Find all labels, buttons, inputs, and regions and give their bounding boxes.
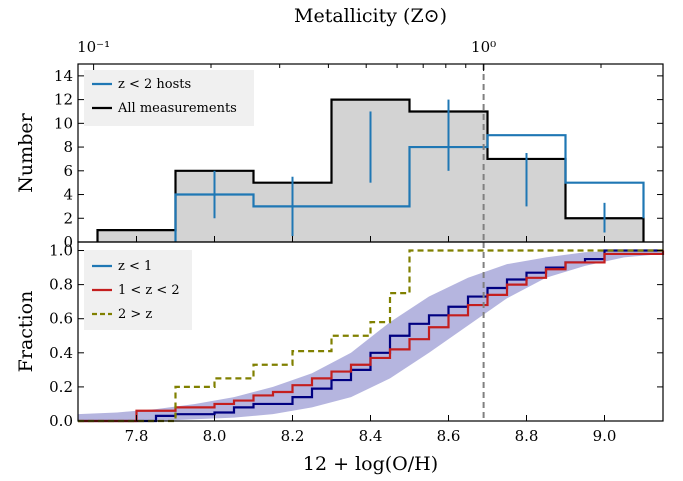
bottom-ytick-label-4: 0.8 xyxy=(49,276,73,294)
bottom-xlabel: 12 + log(O/H) xyxy=(303,453,438,475)
bottom-ytick-label-2: 0.4 xyxy=(49,344,73,362)
bottom-ylabel: Fraction xyxy=(15,291,37,373)
cumulative-line-3 xyxy=(78,249,663,423)
top-legend: z < 2 hosts All measurements xyxy=(84,70,254,126)
top-legend-label-1: All measurements xyxy=(117,101,237,116)
xtick-label-4: 8.6 xyxy=(437,427,461,445)
top-ytick-label-3: 6 xyxy=(63,162,73,180)
bottom-ytick-label-5: 1.0 xyxy=(49,242,73,260)
top-ytick-label-2: 4 xyxy=(63,186,73,204)
top-ytick-label-1: 2 xyxy=(63,209,73,227)
bottom-legend-label-1: 1 < z < 2 xyxy=(118,283,180,298)
top-axis-label: Metallicity (Z⊙) xyxy=(294,5,447,27)
xtick-label-0: 7.8 xyxy=(125,427,149,445)
top-ytick-label-0: 0 xyxy=(63,233,73,251)
top-ytick-label-7: 14 xyxy=(54,67,73,85)
bottom-ytick-label-1: 0.2 xyxy=(49,378,73,396)
top-legend-box xyxy=(84,70,254,126)
top-axis-tick-label-0: 10⁻¹ xyxy=(77,38,110,56)
top-ytick-label-5: 10 xyxy=(54,114,73,132)
xtick-label-5: 8.8 xyxy=(515,427,539,445)
top-ytick-label-4: 8 xyxy=(63,138,73,156)
confidence-band xyxy=(78,250,663,421)
bottom-ytick-label-0: 0.0 xyxy=(49,412,73,430)
top-ylabel: Number xyxy=(15,112,37,192)
top-ytick-label-6: 12 xyxy=(54,91,73,109)
xtick-label-2: 8.2 xyxy=(281,427,305,445)
cumulative-line-2 xyxy=(78,250,665,423)
top-legend-label-0: z < 2 hosts xyxy=(118,77,191,92)
xtick-label-6: 9.0 xyxy=(593,427,617,445)
xtick-label-1: 8.0 xyxy=(203,427,227,445)
bottom-cumulative-panel: 0.0 0.2 0.4 0.6 0.8 1.0 7.8 8.0 8.2 8.4 8.6 8.8 9.0 F… xyxy=(15,241,665,475)
host-histogram xyxy=(174,134,645,242)
xtick-label-3: 8.4 xyxy=(359,427,383,445)
top-histogram-panel: 0 2 4 6 8 10 12 14 Number 10⁻¹ 10⁰ Metallicity (Z⊙)… xyxy=(15,5,664,251)
bottom-legend-label-0: z < 1 xyxy=(118,259,152,274)
bottom-ytick-label-3: 0.6 xyxy=(49,310,73,328)
bottom-legend: z < 1 1 < z < 2 2 > z xyxy=(84,250,192,330)
bottom-legend-label-2: 2 > z xyxy=(118,307,152,322)
top-axis-tick-label-1: 10⁰ xyxy=(471,38,496,56)
